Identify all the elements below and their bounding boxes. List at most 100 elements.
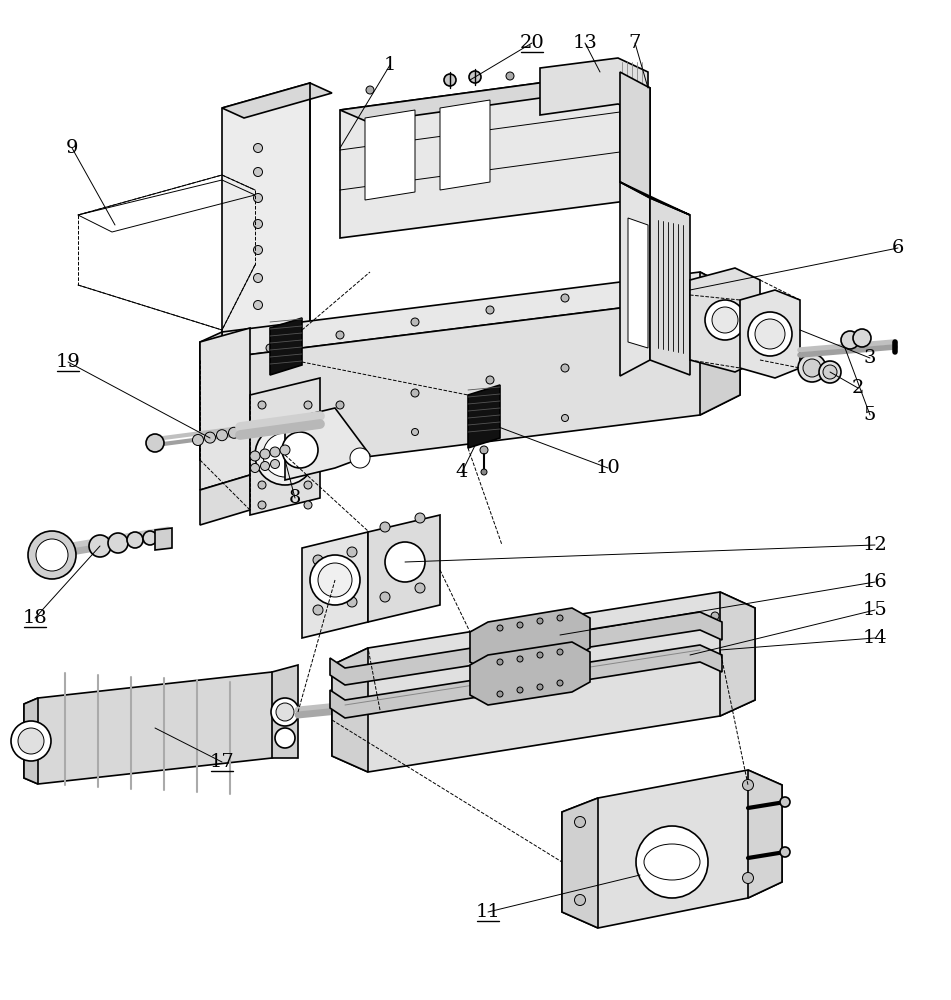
Circle shape bbox=[275, 728, 295, 748]
Polygon shape bbox=[302, 532, 368, 638]
Polygon shape bbox=[620, 182, 650, 376]
Circle shape bbox=[561, 364, 569, 372]
Circle shape bbox=[411, 318, 419, 326]
Circle shape bbox=[415, 583, 425, 593]
Polygon shape bbox=[468, 385, 500, 448]
Circle shape bbox=[497, 657, 503, 663]
Circle shape bbox=[385, 542, 425, 582]
Circle shape bbox=[537, 652, 543, 658]
Circle shape bbox=[712, 307, 738, 333]
Circle shape bbox=[254, 245, 262, 254]
Circle shape bbox=[258, 501, 266, 509]
Text: 19: 19 bbox=[55, 353, 81, 371]
Polygon shape bbox=[332, 592, 755, 772]
Circle shape bbox=[486, 306, 494, 314]
Circle shape bbox=[557, 649, 563, 655]
Polygon shape bbox=[540, 58, 648, 115]
Polygon shape bbox=[200, 298, 740, 475]
Circle shape bbox=[444, 74, 456, 86]
Circle shape bbox=[108, 533, 128, 553]
Circle shape bbox=[318, 563, 352, 597]
Circle shape bbox=[270, 460, 280, 468]
Circle shape bbox=[258, 481, 266, 489]
Circle shape bbox=[89, 535, 111, 557]
Circle shape bbox=[204, 432, 216, 443]
Circle shape bbox=[841, 331, 859, 349]
Polygon shape bbox=[470, 608, 590, 672]
Polygon shape bbox=[272, 665, 298, 758]
Text: 9: 9 bbox=[66, 139, 78, 157]
Circle shape bbox=[517, 687, 523, 693]
Polygon shape bbox=[348, 696, 380, 724]
Circle shape bbox=[743, 780, 753, 790]
Polygon shape bbox=[340, 72, 648, 122]
Circle shape bbox=[576, 66, 584, 74]
Circle shape bbox=[336, 331, 344, 339]
Polygon shape bbox=[700, 272, 740, 415]
Circle shape bbox=[411, 389, 419, 397]
Polygon shape bbox=[720, 592, 755, 716]
Circle shape bbox=[561, 294, 569, 302]
Polygon shape bbox=[690, 268, 760, 372]
Circle shape bbox=[561, 414, 569, 422]
Circle shape bbox=[780, 797, 790, 807]
Circle shape bbox=[254, 273, 262, 282]
Circle shape bbox=[250, 451, 260, 461]
Text: 5: 5 bbox=[864, 406, 876, 424]
Circle shape bbox=[853, 329, 871, 347]
Text: 11: 11 bbox=[476, 903, 500, 921]
Circle shape bbox=[497, 659, 503, 665]
Circle shape bbox=[11, 721, 51, 761]
Circle shape bbox=[506, 72, 514, 80]
Circle shape bbox=[276, 703, 294, 721]
Circle shape bbox=[517, 622, 523, 628]
Circle shape bbox=[313, 605, 323, 615]
Polygon shape bbox=[285, 408, 370, 480]
Circle shape bbox=[611, 628, 619, 636]
Circle shape bbox=[517, 656, 523, 662]
Circle shape bbox=[497, 625, 503, 631]
Circle shape bbox=[798, 354, 826, 382]
Circle shape bbox=[361, 668, 369, 676]
Polygon shape bbox=[340, 72, 650, 238]
Circle shape bbox=[481, 469, 487, 475]
Circle shape bbox=[304, 501, 312, 509]
Polygon shape bbox=[628, 218, 648, 348]
Circle shape bbox=[557, 680, 563, 686]
Circle shape bbox=[146, 434, 164, 452]
Circle shape bbox=[480, 446, 488, 454]
Circle shape bbox=[336, 401, 344, 409]
Circle shape bbox=[254, 143, 262, 152]
Text: 12: 12 bbox=[863, 536, 887, 554]
Circle shape bbox=[350, 448, 370, 468]
Polygon shape bbox=[650, 198, 690, 375]
Circle shape bbox=[380, 592, 390, 602]
Circle shape bbox=[280, 445, 290, 455]
Circle shape bbox=[304, 421, 312, 429]
Circle shape bbox=[304, 481, 312, 489]
Circle shape bbox=[258, 421, 266, 429]
Text: 2: 2 bbox=[852, 379, 864, 397]
Circle shape bbox=[705, 300, 745, 340]
Text: 4: 4 bbox=[456, 463, 468, 481]
Circle shape bbox=[574, 816, 586, 828]
Polygon shape bbox=[200, 332, 222, 475]
Circle shape bbox=[511, 643, 519, 651]
Circle shape bbox=[743, 872, 753, 884]
Circle shape bbox=[380, 522, 390, 532]
Circle shape bbox=[254, 300, 262, 310]
Circle shape bbox=[258, 401, 266, 409]
Circle shape bbox=[486, 376, 494, 384]
Circle shape bbox=[254, 220, 262, 229]
Polygon shape bbox=[365, 110, 415, 200]
Circle shape bbox=[127, 532, 143, 548]
Circle shape bbox=[192, 434, 204, 446]
Polygon shape bbox=[24, 672, 285, 784]
Text: 18: 18 bbox=[23, 609, 48, 627]
Circle shape bbox=[217, 430, 227, 441]
Circle shape bbox=[412, 428, 418, 436]
Text: 15: 15 bbox=[863, 601, 887, 619]
Text: 20: 20 bbox=[519, 34, 544, 52]
Circle shape bbox=[537, 684, 543, 690]
Circle shape bbox=[819, 361, 841, 383]
